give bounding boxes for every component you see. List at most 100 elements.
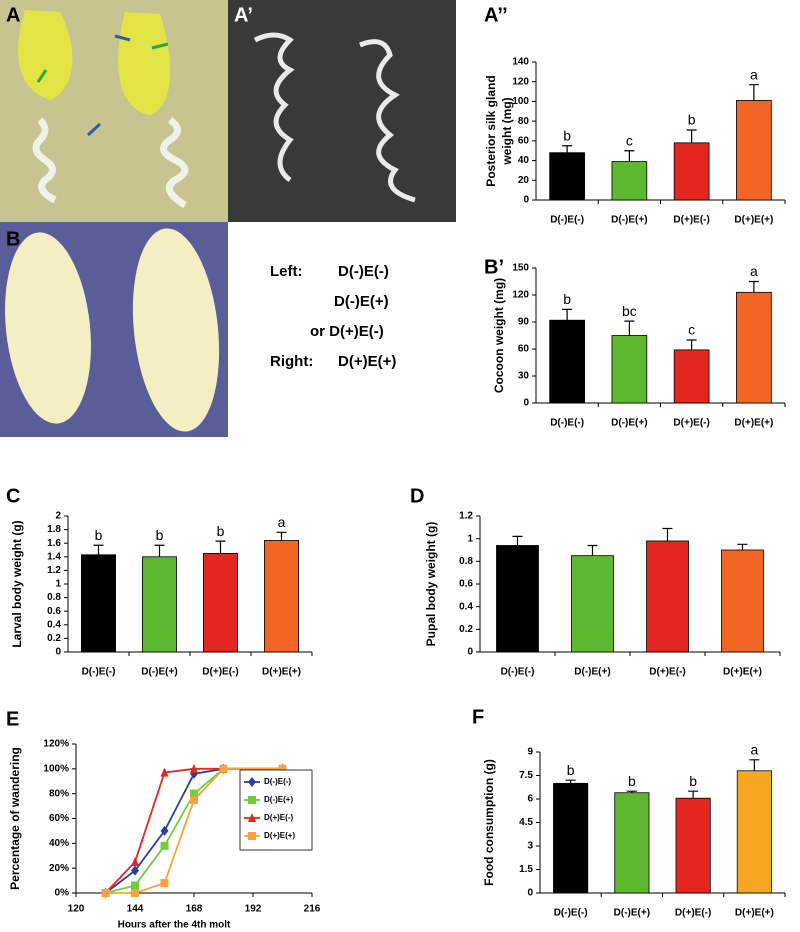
bar xyxy=(549,152,585,201)
significance-letter: a xyxy=(750,742,758,758)
error-bar xyxy=(686,129,697,143)
error-bar xyxy=(93,544,104,555)
bar xyxy=(553,782,589,894)
legend-label: D(+)E(-) xyxy=(264,813,293,822)
error-bar xyxy=(215,540,226,554)
marker xyxy=(190,795,198,804)
x-tick-label: D(+)E(-) xyxy=(675,908,711,919)
y-tick-label: 140 xyxy=(512,57,529,68)
y-tick-label: 1 xyxy=(55,579,61,590)
legend-marker xyxy=(248,832,256,840)
x-tick-label: D(+)E(+) xyxy=(723,667,762,678)
x-tick-label: D(+)E(+) xyxy=(262,667,301,678)
y-tick-label: 40 xyxy=(518,155,530,166)
y-tick-label: 80 xyxy=(518,116,530,127)
x-tick-label: D(+)E(+) xyxy=(735,908,774,919)
photo-a-prime xyxy=(228,0,456,222)
y-tick-label: 80% xyxy=(49,788,69,799)
significance-letter: b xyxy=(217,523,225,539)
bar xyxy=(721,549,764,653)
y-tick-label: 0 xyxy=(55,647,61,658)
y-tick-label: 0.2 xyxy=(459,624,473,635)
bar xyxy=(496,545,539,653)
y-tick-label: 60 xyxy=(518,135,530,146)
y-tick-label: 0 xyxy=(527,888,533,899)
y-axis-label: Cocoon weight (mg) xyxy=(492,278,506,393)
bar xyxy=(673,142,710,201)
y-tick-label: 120 xyxy=(512,76,529,87)
bar xyxy=(736,100,772,201)
bar xyxy=(81,554,116,653)
y-tick-label: 1.6 xyxy=(47,538,61,549)
significance-letter: b xyxy=(563,127,571,143)
significance-letter: b xyxy=(567,762,575,778)
y-tick-label: 1 xyxy=(467,533,473,544)
y-tick-label: 150 xyxy=(512,263,529,274)
y-tick-label: 4.5 xyxy=(519,817,533,828)
bar xyxy=(611,335,648,404)
panel-label: A xyxy=(6,4,20,26)
photo-b xyxy=(0,222,228,437)
y-tick-label: 100% xyxy=(43,763,69,774)
error-bar xyxy=(276,531,287,541)
significance-letter: b xyxy=(688,112,696,128)
bar xyxy=(736,291,772,404)
panel-label: A’ xyxy=(234,4,253,26)
y-tick-label: 0.4 xyxy=(459,601,473,612)
significance-letter: a xyxy=(278,514,286,530)
y-tick-label: 0.6 xyxy=(459,579,473,590)
x-tick-label: 168 xyxy=(186,904,203,915)
x-tick-label: D(-)E(-) xyxy=(82,667,116,678)
significance-letter: b xyxy=(95,527,103,543)
y-tick-label: 40% xyxy=(49,838,69,849)
panel-label: C xyxy=(6,485,20,507)
y-tick-label: 20% xyxy=(49,863,69,874)
bar xyxy=(611,161,648,201)
x-tick-label: 120 xyxy=(68,904,85,915)
significance-letter: c xyxy=(626,132,633,148)
error-bar xyxy=(565,779,576,784)
key-label: Left: xyxy=(270,263,303,280)
x-tick-label: D(-)E(-) xyxy=(554,908,588,919)
x-tick-label: D(-)E(+) xyxy=(141,667,177,678)
error-bar xyxy=(624,320,635,336)
error-bar xyxy=(512,535,523,546)
y-axis-label: Pupal body weight (g) xyxy=(424,522,438,647)
y-tick-label: 120 xyxy=(512,290,529,301)
y-tick-label: 1.8 xyxy=(47,524,61,535)
legend-label: D(+)E(+) xyxy=(264,831,295,840)
panel-label: F xyxy=(472,706,484,728)
legend-marker xyxy=(248,813,256,822)
bar xyxy=(736,770,772,894)
y-axis-label: weight (mg) xyxy=(500,97,514,165)
y-tick-label: 1.2 xyxy=(459,511,473,522)
y-tick-label: 0 xyxy=(467,647,473,658)
x-tick-label: D(+)E(-) xyxy=(202,667,238,678)
y-tick-label: 0% xyxy=(55,888,70,899)
panel-label: B xyxy=(6,228,20,250)
error-bar xyxy=(662,527,673,541)
marker xyxy=(190,789,198,798)
y-tick-label: 60% xyxy=(49,813,69,824)
y-tick-label: 1.4 xyxy=(47,551,61,562)
significance-letter: b xyxy=(689,773,697,789)
series-line xyxy=(105,767,283,894)
key-value: D(+)E(+) xyxy=(338,353,396,370)
error-bar xyxy=(562,308,573,321)
y-tick-label: 3 xyxy=(527,841,533,852)
y-tick-label: 9 xyxy=(527,747,533,758)
x-tick-label: D(-)E(+) xyxy=(614,908,650,919)
y-axis-label: Larval body weight (g) xyxy=(10,520,24,647)
y-tick-label: 6 xyxy=(527,794,533,805)
x-tick-label: D(+)E(-) xyxy=(673,418,709,429)
significance-letter: a xyxy=(750,263,758,279)
error-bar xyxy=(587,544,598,556)
y-tick-label: 0 xyxy=(523,195,529,206)
legend-marker xyxy=(248,796,256,804)
x-tick-label: D(-)E(+) xyxy=(574,667,610,678)
marker xyxy=(219,764,228,773)
y-tick-label: 30 xyxy=(518,371,530,382)
y-tick-label: 0.4 xyxy=(47,619,61,630)
y-tick-label: 20 xyxy=(518,175,530,186)
